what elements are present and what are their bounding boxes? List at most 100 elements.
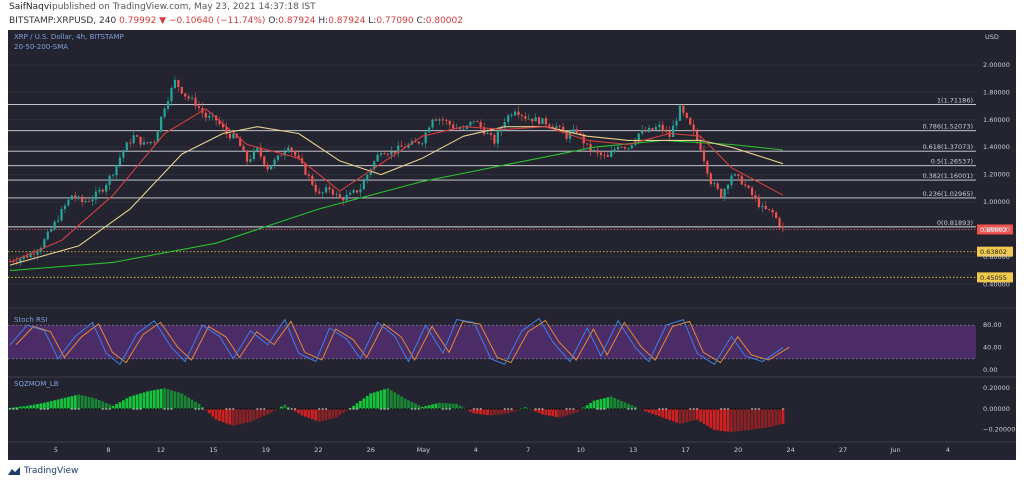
momentum-bar xyxy=(699,408,702,422)
fib-level-label: 0.5(1.26537) xyxy=(931,158,973,166)
momentum-bar xyxy=(218,408,221,421)
momentum-bar xyxy=(235,408,239,426)
momentum-bar xyxy=(668,408,672,421)
change-value: 0.79992 ▼ −0.10640 (−11.74%) xyxy=(119,16,266,26)
momentum-bar xyxy=(142,392,146,410)
momentum-bar xyxy=(128,396,132,410)
squeeze-dot xyxy=(112,408,114,410)
stoch-k-line xyxy=(9,317,784,366)
candle-body xyxy=(77,196,80,199)
candle-body xyxy=(572,129,575,133)
squeeze-dot xyxy=(84,408,87,410)
candle-body xyxy=(438,119,441,121)
momentum-bar xyxy=(321,408,325,421)
brand-label[interactable]: TradingView xyxy=(24,466,79,476)
candle-body xyxy=(263,156,266,165)
author-name[interactable]: SaifNaqvi xyxy=(9,2,52,12)
momentum-bar xyxy=(180,393,184,410)
candle-body xyxy=(383,153,386,155)
squeeze-dot xyxy=(627,408,630,410)
candle-body xyxy=(761,205,764,208)
momentum-bar xyxy=(609,396,613,410)
momentum-bar xyxy=(259,408,263,418)
momentum-bar xyxy=(29,405,33,410)
squeeze-dot xyxy=(266,408,269,410)
candle-body xyxy=(771,209,774,213)
squeeze-dot xyxy=(232,408,235,410)
candle-body xyxy=(294,151,297,156)
candle-body xyxy=(242,146,245,151)
fib-level-label: 0(0.81893) xyxy=(937,219,973,227)
momentum-bar xyxy=(101,401,105,410)
candle-body xyxy=(434,119,438,121)
squeeze-dot xyxy=(91,408,94,410)
momentum-bar xyxy=(740,408,744,431)
candle-body xyxy=(355,190,359,193)
squeeze-dot xyxy=(314,408,317,410)
momentum-bar xyxy=(551,408,555,417)
momentum-bar xyxy=(499,408,503,415)
momentum-bar xyxy=(269,408,273,413)
momentum-bar xyxy=(510,408,513,413)
momentum-bar xyxy=(314,408,318,421)
squeeze-dot xyxy=(462,408,465,410)
squeeze-dot xyxy=(589,408,592,410)
squeeze-dot xyxy=(95,408,97,410)
momentum-bar xyxy=(523,406,527,410)
momentum-bar xyxy=(472,408,476,414)
momentum-bar xyxy=(135,394,139,410)
chart-area[interactable]: 1(1.71186) 0.786(1.52073) 0.618(1.37073) 0.… xyxy=(8,30,1016,460)
candle-body xyxy=(101,189,104,192)
squeeze-dot xyxy=(139,408,142,410)
squeeze-dot xyxy=(648,408,650,410)
squeeze-dot xyxy=(641,408,643,410)
squeeze-dot xyxy=(349,408,351,410)
candle-body xyxy=(747,185,750,188)
momentum-bar xyxy=(156,389,160,410)
squeeze-dot xyxy=(249,408,252,410)
candle-body xyxy=(149,141,152,144)
squeeze-dot xyxy=(486,408,489,410)
squeeze-dot xyxy=(342,408,345,410)
candle-body xyxy=(84,201,87,203)
candle-body xyxy=(407,144,410,148)
candle-body xyxy=(91,199,94,202)
momentum-bar xyxy=(778,408,781,425)
momentum-tick-label: −0.20000 xyxy=(983,426,1015,434)
momentum-bar xyxy=(187,397,191,410)
squeeze-dot xyxy=(218,408,221,410)
time-tick-label: 24 xyxy=(786,446,794,454)
time-tick-label: 7 xyxy=(526,446,530,454)
momentum-bar xyxy=(331,408,335,419)
momentum-bar xyxy=(596,399,599,410)
candle-body xyxy=(658,124,661,128)
squeeze-dot xyxy=(321,408,324,410)
candle-body xyxy=(678,105,682,121)
candle-body xyxy=(345,194,348,201)
squeeze-dot xyxy=(555,408,558,410)
squeeze-dot xyxy=(119,408,121,410)
candle-body xyxy=(400,145,403,147)
stoch-tick-label: 0.00 xyxy=(983,366,997,374)
open-label: O: xyxy=(268,16,279,26)
candle-body xyxy=(503,122,506,128)
momentum-bar xyxy=(565,408,568,416)
squeeze-dot xyxy=(493,408,496,410)
last-price-tag xyxy=(977,224,1013,235)
momentum-bar xyxy=(225,408,228,424)
squeeze-dot xyxy=(411,408,413,410)
momentum-bar xyxy=(245,408,249,423)
squeeze-dot xyxy=(734,408,736,410)
candle-body xyxy=(555,126,558,129)
squeeze-dot xyxy=(699,408,702,410)
candle-body xyxy=(586,143,589,145)
momentum-bar xyxy=(166,389,170,410)
candle-body xyxy=(19,258,22,263)
candle-body xyxy=(764,205,767,210)
momentum-bar xyxy=(664,408,668,419)
momentum-bar xyxy=(32,404,36,410)
chart-svg[interactable]: 1(1.71186) 0.786(1.52073) 0.618(1.37073) 0.… xyxy=(8,30,1016,460)
candle-body xyxy=(489,133,493,135)
candle-body xyxy=(218,120,221,124)
candle-body xyxy=(575,129,578,133)
